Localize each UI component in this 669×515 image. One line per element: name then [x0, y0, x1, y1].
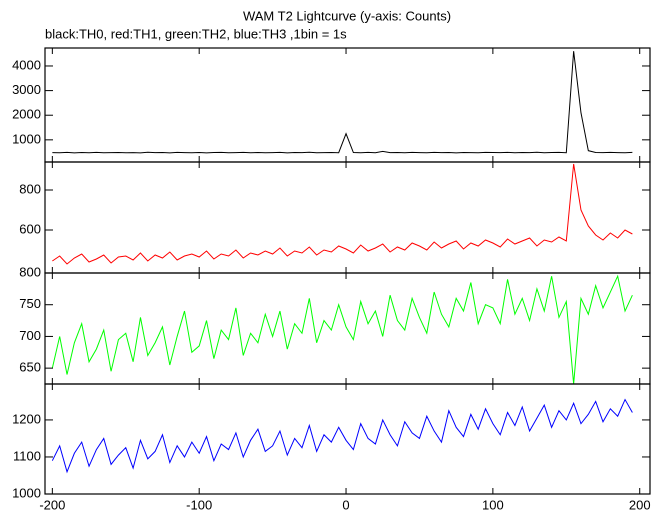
- y-tick-label: 800: [19, 181, 41, 196]
- y-tick-label: 700: [19, 328, 41, 343]
- x-tick-label: -200: [39, 497, 65, 512]
- panel-frame: [44, 161, 651, 274]
- x-tick-label: 0: [342, 497, 349, 512]
- y-tick-label: 1200: [12, 411, 41, 426]
- y-tick-label: 800: [19, 264, 41, 279]
- y-tick-label: 4000: [12, 57, 41, 72]
- y-tick-label: 2000: [12, 107, 41, 122]
- data-line: [51, 398, 633, 474]
- y-tick-label: 650: [19, 360, 41, 375]
- x-tick-label: 200: [629, 497, 651, 512]
- y-tick-label: 600: [19, 221, 41, 236]
- x-tick-label: 100: [482, 497, 504, 512]
- y-tick-label: 1100: [13, 448, 41, 463]
- y-tick-label: 1000: [12, 131, 41, 146]
- data-line: [51, 274, 633, 385]
- panel-frame: [44, 383, 651, 495]
- x-tick-label: -100: [186, 497, 212, 512]
- data-line: [52, 51, 633, 154]
- data-line: [52, 163, 633, 265]
- y-tick-label: 3000: [12, 82, 41, 97]
- y-tick-label: 1000: [12, 485, 41, 500]
- chart-title: WAM T2 Lightcurve (y-axis: Counts): [243, 8, 451, 23]
- panel-frame: [44, 47, 651, 163]
- y-tick-label: 750: [19, 296, 41, 311]
- chart-subtitle: black:TH0, red:TH1, green:TH2, blue:TH3 …: [45, 26, 347, 41]
